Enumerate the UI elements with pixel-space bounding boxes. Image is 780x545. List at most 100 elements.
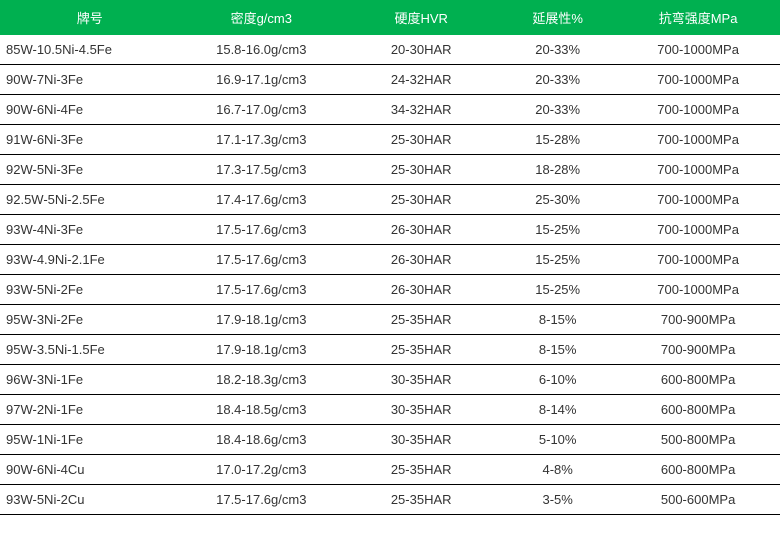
table-cell: 90W-7Ni-3Fe [0,65,179,95]
table-cell: 600-800MPa [616,395,780,425]
table-cell: 91W-6Ni-3Fe [0,125,179,155]
table-row: 85W-10.5Ni-4.5Fe15.8-16.0g/cm320-30HAR20… [0,35,780,65]
table-cell: 500-800MPa [616,425,780,455]
table-cell: 16.9-17.1g/cm3 [179,65,343,95]
table-cell: 90W-6Ni-4Fe [0,95,179,125]
table-cell: 500-600MPa [616,485,780,515]
table-cell: 25-30HAR [343,185,499,215]
table-cell: 20-33% [499,35,616,65]
table-cell: 25-30HAR [343,155,499,185]
table-cell: 93W-4.9Ni-2.1Fe [0,245,179,275]
col-header-strength: 抗弯强度MPa [616,0,780,35]
table-row: 95W-3.5Ni-1.5Fe17.9-18.1g/cm325-35HAR8-1… [0,335,780,365]
table-cell: 17.9-18.1g/cm3 [179,335,343,365]
table-cell: 17.3-17.5g/cm3 [179,155,343,185]
table-cell: 26-30HAR [343,275,499,305]
table-cell: 93W-5Ni-2Cu [0,485,179,515]
table-cell: 17.9-18.1g/cm3 [179,305,343,335]
col-header-elongation: 延展性% [499,0,616,35]
table-cell: 20-33% [499,65,616,95]
table-cell: 26-30HAR [343,245,499,275]
table-cell: 700-1000MPa [616,215,780,245]
table-row: 93W-4Ni-3Fe17.5-17.6g/cm326-30HAR15-25%7… [0,215,780,245]
table-cell: 25-35HAR [343,305,499,335]
table-cell: 700-1000MPa [616,245,780,275]
table-cell: 18.4-18.5g/cm3 [179,395,343,425]
table-cell: 30-35HAR [343,425,499,455]
table-cell: 700-1000MPa [616,275,780,305]
table-cell: 93W-4Ni-3Fe [0,215,179,245]
table-cell: 25-35HAR [343,455,499,485]
table-cell: 17.4-17.6g/cm3 [179,185,343,215]
table-cell: 18-28% [499,155,616,185]
col-header-grade: 牌号 [0,0,179,35]
table-cell: 96W-3Ni-1Fe [0,365,179,395]
table-cell: 15-25% [499,275,616,305]
table-row: 95W-3Ni-2Fe17.9-18.1g/cm325-35HAR8-15%70… [0,305,780,335]
table-cell: 8-15% [499,305,616,335]
table-cell: 34-32HAR [343,95,499,125]
table-body: 85W-10.5Ni-4.5Fe15.8-16.0g/cm320-30HAR20… [0,35,780,515]
table-cell: 700-1000MPa [616,185,780,215]
table-cell: 15.8-16.0g/cm3 [179,35,343,65]
table-cell: 25-35HAR [343,335,499,365]
table-cell: 93W-5Ni-2Fe [0,275,179,305]
table-cell: 700-1000MPa [616,65,780,95]
table-cell: 20-33% [499,95,616,125]
table-cell: 95W-1Ni-1Fe [0,425,179,455]
table-cell: 18.4-18.6g/cm3 [179,425,343,455]
table-row: 96W-3Ni-1Fe18.2-18.3g/cm330-35HAR6-10%60… [0,365,780,395]
table-row: 97W-2Ni-1Fe18.4-18.5g/cm330-35HAR8-14%60… [0,395,780,425]
table-cell: 20-30HAR [343,35,499,65]
table-row: 90W-6Ni-4Fe16.7-17.0g/cm334-32HAR20-33%7… [0,95,780,125]
table-cell: 90W-6Ni-4Cu [0,455,179,485]
table-cell: 17.0-17.2g/cm3 [179,455,343,485]
table-row: 90W-7Ni-3Fe16.9-17.1g/cm324-32HAR20-33%7… [0,65,780,95]
table-header: 牌号 密度g/cm3 硬度HVR 延展性% 抗弯强度MPa [0,0,780,35]
table-cell: 700-1000MPa [616,95,780,125]
table-cell: 600-800MPa [616,365,780,395]
table-cell: 700-1000MPa [616,125,780,155]
table-row: 93W-5Ni-2Cu17.5-17.6g/cm325-35HAR3-5%500… [0,485,780,515]
table-cell: 95W-3Ni-2Fe [0,305,179,335]
table-row: 93W-5Ni-2Fe17.5-17.6g/cm326-30HAR15-25%7… [0,275,780,305]
table-cell: 25-30% [499,185,616,215]
table-cell: 5-10% [499,425,616,455]
table-row: 95W-1Ni-1Fe18.4-18.6g/cm330-35HAR5-10%50… [0,425,780,455]
table-cell: 15-25% [499,245,616,275]
table-cell: 17.5-17.6g/cm3 [179,215,343,245]
table-cell: 15-28% [499,125,616,155]
table-cell: 85W-10.5Ni-4.5Fe [0,35,179,65]
table-cell: 97W-2Ni-1Fe [0,395,179,425]
table-cell: 700-900MPa [616,335,780,365]
table-cell: 8-14% [499,395,616,425]
table-cell: 700-1000MPa [616,155,780,185]
table-cell: 6-10% [499,365,616,395]
table-row: 93W-4.9Ni-2.1Fe17.5-17.6g/cm326-30HAR15-… [0,245,780,275]
table-cell: 92W-5Ni-3Fe [0,155,179,185]
col-header-density: 密度g/cm3 [179,0,343,35]
table-cell: 30-35HAR [343,395,499,425]
table-cell: 92.5W-5Ni-2.5Fe [0,185,179,215]
table-row: 92W-5Ni-3Fe17.3-17.5g/cm325-30HAR18-28%7… [0,155,780,185]
table-cell: 17.5-17.6g/cm3 [179,275,343,305]
table-cell: 8-15% [499,335,616,365]
table-cell: 4-8% [499,455,616,485]
table-row: 91W-6Ni-3Fe17.1-17.3g/cm325-30HAR15-28%7… [0,125,780,155]
table-cell: 24-32HAR [343,65,499,95]
table-cell: 16.7-17.0g/cm3 [179,95,343,125]
col-header-hardness: 硬度HVR [343,0,499,35]
table-cell: 700-900MPa [616,305,780,335]
table-cell: 25-30HAR [343,125,499,155]
table-cell: 18.2-18.3g/cm3 [179,365,343,395]
table-row: 90W-6Ni-4Cu17.0-17.2g/cm325-35HAR4-8%600… [0,455,780,485]
table-cell: 17.1-17.3g/cm3 [179,125,343,155]
table-cell: 25-35HAR [343,485,499,515]
table-cell: 17.5-17.6g/cm3 [179,485,343,515]
table-cell: 700-1000MPa [616,35,780,65]
table-cell: 95W-3.5Ni-1.5Fe [0,335,179,365]
table-row: 92.5W-5Ni-2.5Fe17.4-17.6g/cm325-30HAR25-… [0,185,780,215]
table-cell: 3-5% [499,485,616,515]
table-cell: 15-25% [499,215,616,245]
table-cell: 17.5-17.6g/cm3 [179,245,343,275]
